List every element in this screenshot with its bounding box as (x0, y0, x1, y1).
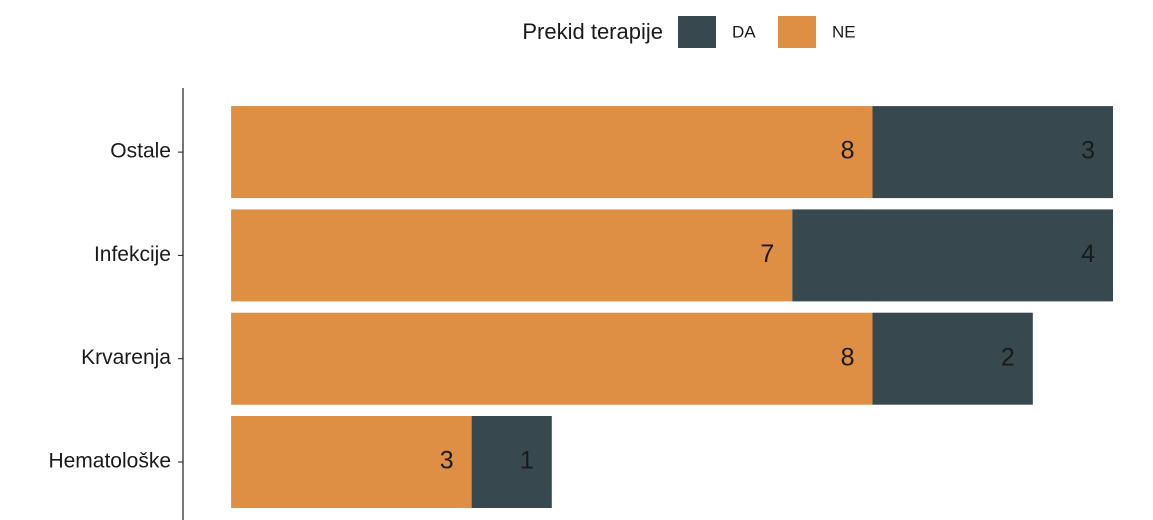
legend-swatch (778, 16, 816, 48)
y-tick-label: Hematološke (48, 450, 171, 473)
y-tick-label: Ostale (110, 140, 171, 163)
legend-label: NE (832, 22, 856, 41)
data-label: 2 (1001, 343, 1015, 371)
y-tick-label: Krvarenja (81, 346, 171, 369)
data-label: 7 (760, 240, 774, 268)
legend-swatch (678, 16, 716, 48)
bar-segment (471, 416, 552, 508)
bar-segment (872, 106, 1113, 199)
data-label: 1 (520, 447, 534, 475)
data-label: 4 (1081, 240, 1095, 268)
legend-title: Prekid terapije (522, 19, 663, 44)
data-label: 8 (841, 137, 855, 165)
data-label: 3 (440, 447, 454, 475)
legend-label: DA (732, 22, 756, 41)
y-tick-label: Infekcije (94, 243, 171, 266)
bar-segment (231, 416, 472, 508)
bar-segment (231, 312, 873, 405)
bar-segment (792, 209, 1113, 302)
data-label: 3 (1081, 137, 1095, 165)
bar-segment (231, 209, 793, 302)
bar-segment (231, 106, 873, 199)
bar-segment (872, 312, 1033, 405)
data-label: 8 (841, 343, 855, 371)
